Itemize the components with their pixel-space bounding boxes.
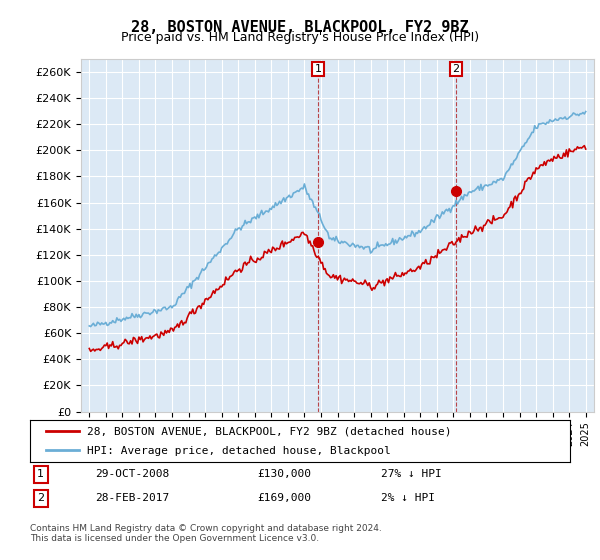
Text: 29-OCT-2008: 29-OCT-2008 bbox=[95, 469, 169, 479]
Text: £130,000: £130,000 bbox=[257, 469, 311, 479]
Text: £169,000: £169,000 bbox=[257, 493, 311, 503]
Text: 1: 1 bbox=[37, 469, 44, 479]
Text: HPI: Average price, detached house, Blackpool: HPI: Average price, detached house, Blac… bbox=[86, 446, 391, 456]
Text: 28, BOSTON AVENUE, BLACKPOOL, FY2 9BZ (detached house): 28, BOSTON AVENUE, BLACKPOOL, FY2 9BZ (d… bbox=[86, 426, 451, 436]
Text: 27% ↓ HPI: 27% ↓ HPI bbox=[381, 469, 442, 479]
Text: 28-FEB-2017: 28-FEB-2017 bbox=[95, 493, 169, 503]
Text: 1: 1 bbox=[314, 64, 322, 74]
Text: 28, BOSTON AVENUE, BLACKPOOL, FY2 9BZ: 28, BOSTON AVENUE, BLACKPOOL, FY2 9BZ bbox=[131, 20, 469, 35]
Text: Price paid vs. HM Land Registry's House Price Index (HPI): Price paid vs. HM Land Registry's House … bbox=[121, 31, 479, 44]
Text: 2: 2 bbox=[37, 493, 44, 503]
Text: 2% ↓ HPI: 2% ↓ HPI bbox=[381, 493, 435, 503]
Text: 2: 2 bbox=[452, 64, 460, 74]
Text: Contains HM Land Registry data © Crown copyright and database right 2024.
This d: Contains HM Land Registry data © Crown c… bbox=[30, 524, 382, 543]
